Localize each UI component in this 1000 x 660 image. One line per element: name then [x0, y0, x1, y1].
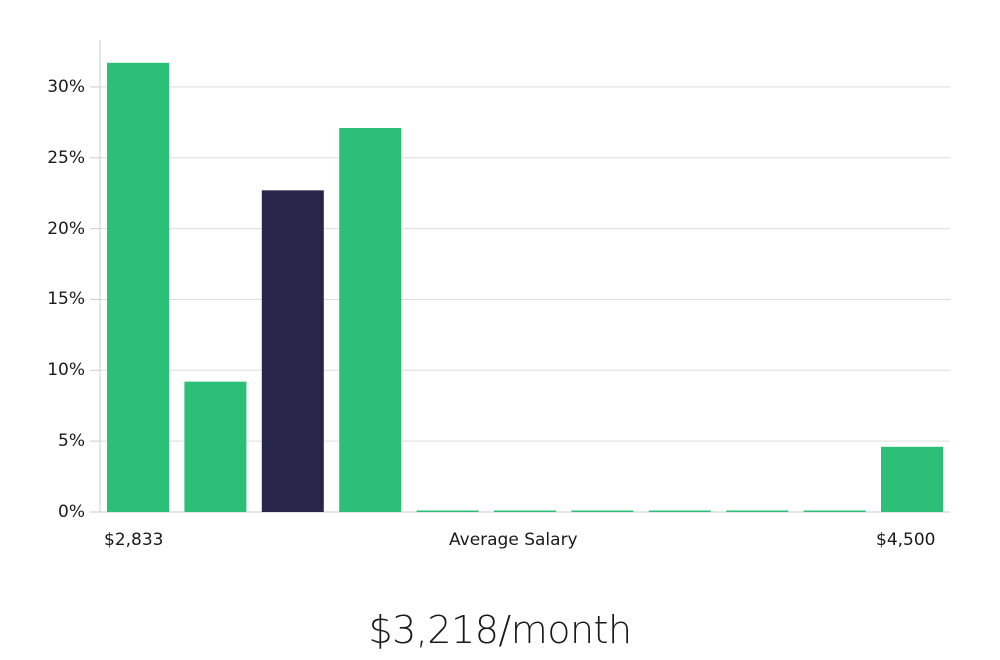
- histogram-bar: [416, 510, 479, 512]
- histogram-bar: [803, 510, 866, 512]
- y-tick-label: 5%: [58, 431, 85, 452]
- y-tick-label: 10%: [47, 360, 85, 381]
- x-min-label: $2,833: [104, 530, 164, 550]
- histogram-plot: [90, 40, 950, 513]
- average-salary-value: $3,218/month: [368, 608, 632, 652]
- histogram-bar: [726, 510, 789, 512]
- x-axis-title: Average Salary: [449, 530, 578, 550]
- y-tick-label: 20%: [47, 218, 85, 239]
- histogram-bar: [881, 446, 943, 512]
- y-tick-label: 15%: [47, 289, 85, 310]
- highlighted-bar: [261, 190, 324, 512]
- histogram-bar: [648, 510, 711, 512]
- histogram-bar: [339, 127, 402, 513]
- histogram-bar: [494, 510, 556, 512]
- histogram-bar: [184, 381, 247, 512]
- y-tick-label: 25%: [47, 147, 85, 168]
- histogram-bar: [571, 510, 634, 512]
- x-max-label: $4,500: [876, 530, 936, 550]
- y-tick-label: 0%: [58, 502, 85, 522]
- histogram-bar: [107, 62, 169, 512]
- y-tick-label: 30%: [47, 76, 85, 97]
- salary-histogram: 0% 5% 10% 15% 20% 25% 30% $2,833 Average Salar…: [47, 40, 950, 550]
